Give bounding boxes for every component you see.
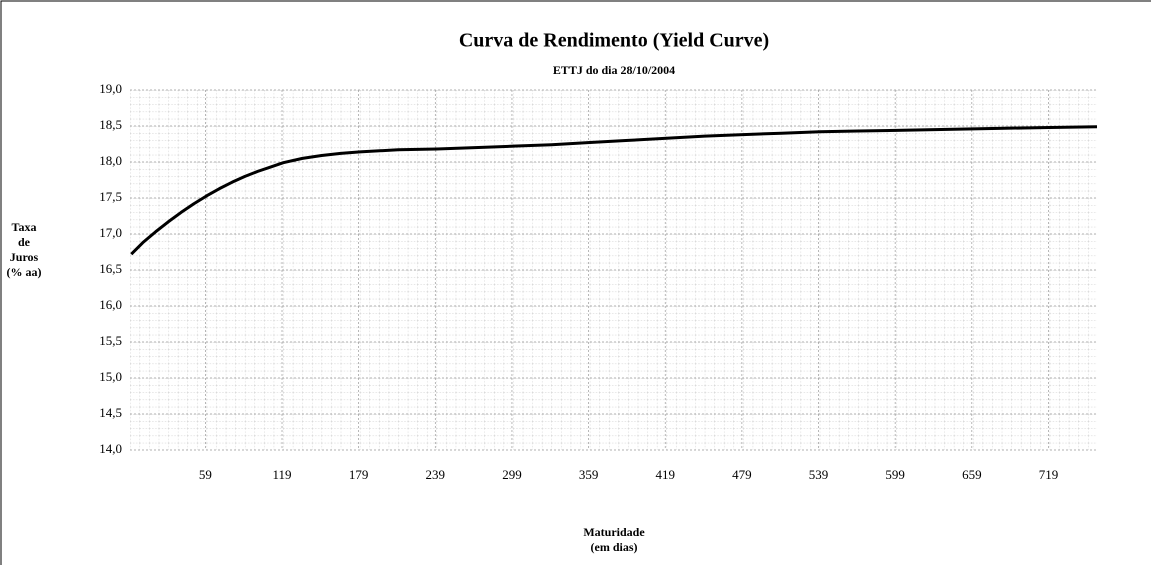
x-tick-label: 479 [732,467,752,482]
y-axis-label: (% aa) [7,265,42,279]
y-tick-label: 17,0 [99,225,122,240]
x-axis-label: Maturidade [583,525,645,539]
x-axis-label: (em dias) [591,540,638,554]
x-tick-label: 299 [502,467,522,482]
x-tick-label: 119 [272,467,291,482]
x-tick-label: 539 [809,467,829,482]
x-tick-label: 659 [962,467,982,482]
y-tick-label: 18,5 [99,117,122,132]
chart-subtitle: ETTJ do dia 28/10/2004 [553,63,675,77]
y-tick-label: 18,0 [99,153,122,168]
y-tick-label: 14,5 [99,405,122,420]
y-tick-label: 16,0 [99,297,122,312]
y-axis-label: de [18,235,31,249]
x-tick-label: 59 [199,467,212,482]
chart-title: Curva de Rendimento (Yield Curve) [459,30,769,52]
x-tick-label: 239 [426,467,446,482]
x-tick-label: 359 [579,467,599,482]
x-tick-label: 719 [1039,467,1059,482]
y-tick-label: 19,0 [99,81,122,96]
y-axis-label: Juros [10,250,39,264]
y-tick-label: 17,5 [99,189,122,204]
x-tick-label: 419 [655,467,675,482]
y-tick-label: 15,0 [99,369,122,384]
y-tick-label: 15,5 [99,333,122,348]
series-line [130,125,1098,256]
y-axis-label: Taxa [12,220,37,234]
x-tick-label: 179 [349,467,369,482]
y-tick-label: 14,0 [99,441,122,456]
y-tick-label: 16,5 [99,261,122,276]
x-tick-label: 599 [885,467,905,482]
